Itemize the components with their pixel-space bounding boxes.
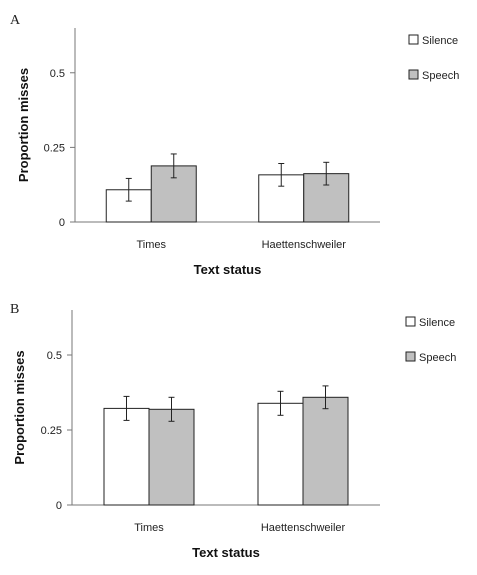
legend-label-silence: Silence [419, 317, 455, 329]
x-tick-label: Haettenschweiler [262, 239, 347, 251]
y-tick-label: 0.25 [44, 142, 65, 154]
legend-label-silence: Silence [422, 35, 458, 47]
legend-label-speech: Speech [422, 70, 459, 82]
y-tick-label: 0.5 [47, 350, 62, 362]
y-axis-title: Proportion misses [16, 68, 31, 182]
y-tick-label: 0.25 [41, 425, 62, 437]
x-tick-label: Times [134, 522, 164, 534]
panel-label: A [10, 13, 21, 28]
legend-swatch-silence [408, 34, 419, 45]
legend-swatch-speech [405, 351, 416, 362]
bar-silence-haettenschweiler [257, 402, 304, 506]
y-tick-label: 0 [59, 217, 65, 229]
bar-speech-haettenschweiler [302, 396, 349, 506]
bar-speech-times [148, 408, 195, 506]
panel-label: B [10, 302, 19, 317]
x-tick-label: Times [136, 239, 166, 251]
y-tick-label: 0 [56, 500, 62, 512]
y-axis-title: Proportion misses [12, 350, 27, 464]
x-axis-title: Text status [192, 545, 260, 560]
x-axis-title: Text status [194, 262, 262, 277]
x-tick-label: Haettenschweiler [261, 522, 346, 534]
legend-label-speech: Speech [419, 352, 456, 364]
legend-swatch-speech [408, 69, 419, 80]
bar-silence-times [103, 407, 150, 506]
y-tick-label: 0.5 [50, 68, 65, 80]
legend-swatch-silence [405, 316, 416, 327]
